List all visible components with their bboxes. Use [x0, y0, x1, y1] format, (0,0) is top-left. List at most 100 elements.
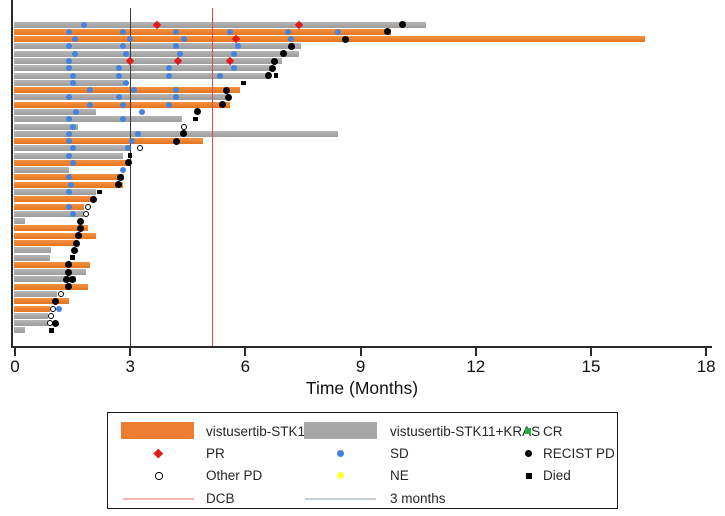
legend-label-stk11-kras: vistusertib-STK11+KRAS	[390, 424, 541, 439]
sd-marker-icon	[337, 450, 344, 457]
sd-marker	[165, 101, 172, 108]
sd-marker	[73, 108, 80, 115]
recist-pd-marker	[218, 101, 226, 109]
died-marker	[97, 189, 102, 195]
x-tick-label: 6	[240, 357, 251, 376]
recist-pd-marker	[65, 283, 73, 291]
three-months-line-icon	[305, 498, 376, 500]
sd-marker	[65, 116, 72, 123]
swimmer-bar	[14, 290, 58, 297]
sd-marker	[123, 50, 130, 57]
dcb-line-icon	[123, 498, 194, 500]
legend-label-died: Died	[543, 468, 571, 483]
x-tick-label: 18	[696, 357, 716, 376]
x-tick-label: 9	[355, 357, 366, 376]
swimmer-bar	[14, 138, 204, 145]
other-pd-marker	[58, 290, 65, 297]
legend-swatch-stk11	[121, 422, 194, 439]
legend-label-3months: 3 months	[390, 491, 446, 506]
sd-marker	[69, 210, 76, 217]
died-marker	[193, 116, 198, 122]
recist-pd-marker	[222, 86, 230, 94]
sd-marker	[65, 130, 72, 137]
swimmer-bar	[14, 50, 300, 57]
recist-pd-marker	[71, 246, 79, 254]
swimmer-bar	[14, 210, 85, 217]
sd-marker	[138, 108, 145, 115]
sd-marker	[69, 145, 76, 152]
x-tick	[705, 348, 708, 356]
x-tick	[129, 348, 132, 356]
sd-marker	[81, 21, 88, 28]
died-marker	[49, 328, 54, 333]
sd-marker	[180, 36, 187, 43]
dcb-refline	[211, 8, 213, 346]
sd-marker	[69, 123, 76, 130]
swimmer-bar	[14, 225, 88, 232]
sd-marker	[115, 65, 122, 72]
legend-swatch-stk11-kras	[304, 422, 377, 439]
legend-label-ne: NE	[390, 468, 409, 483]
legend-label-sd: SD	[390, 446, 409, 461]
swimmer-bar	[14, 167, 69, 174]
sd-marker	[119, 43, 126, 50]
recist-pd-marker	[399, 21, 407, 29]
legend-label-pr: PR	[206, 446, 225, 461]
died-marker	[273, 73, 279, 78]
swimmer-bar	[14, 261, 90, 268]
swimmer-bar	[14, 312, 48, 319]
legend-box: vistusertib-STK11 vistusertib-STK11+KRAS…	[107, 412, 618, 509]
sd-marker	[65, 174, 72, 181]
sd-marker	[173, 43, 180, 50]
recist-pd-marker	[264, 72, 272, 80]
swimmer-bar	[14, 58, 282, 64]
recist-pd-marker	[74, 232, 82, 240]
recist-pd-marker	[65, 261, 73, 269]
sd-marker	[86, 87, 93, 94]
swimmer-bar	[14, 232, 96, 239]
sd-marker	[173, 94, 180, 101]
legend-label-cr: CR	[543, 424, 563, 439]
recist-pd-marker	[51, 319, 59, 327]
sd-marker	[234, 43, 241, 50]
x-tick-label: 0	[10, 357, 20, 376]
recist-pd-marker	[172, 137, 180, 145]
other-pd-marker	[50, 305, 57, 312]
swimmer-bar	[14, 247, 52, 254]
swimmer-bar	[14, 203, 85, 210]
died-marker	[70, 255, 75, 260]
swimmer-bar	[14, 79, 125, 86]
recist-pd-marker	[117, 173, 125, 181]
swimmer-bar	[14, 28, 392, 35]
x-tick	[359, 348, 362, 356]
plot-area	[11, 0, 712, 348]
other-pd-marker	[83, 210, 90, 217]
swimmer-bar	[14, 276, 77, 283]
sd-marker	[65, 138, 72, 145]
sd-marker	[173, 87, 180, 94]
legend-label-other-pd: Other PD	[206, 468, 263, 483]
sd-marker	[134, 130, 141, 137]
sd-marker	[230, 50, 237, 57]
other-pd-marker	[136, 145, 143, 152]
x-axis-title: Time (Months)	[305, 378, 419, 398]
recist-pd-marker	[287, 42, 295, 50]
recist-pd-marker	[180, 130, 188, 138]
legend-label-dcb: DCB	[206, 491, 235, 506]
recist-pd-marker	[51, 297, 59, 305]
swimmer-bar	[14, 87, 240, 94]
sd-marker	[65, 65, 72, 72]
sd-marker	[65, 94, 72, 101]
swimmer-bar	[14, 283, 88, 290]
swimmer-bar	[14, 108, 96, 115]
recist-pd-marker	[124, 159, 132, 167]
x-tick-label: 3	[125, 357, 135, 376]
y-axis-line	[11, 0, 13, 347]
recist-pd-marker-icon	[525, 450, 532, 457]
x-tick	[590, 348, 592, 356]
sd-marker	[65, 58, 72, 64]
swimmer-bar	[14, 254, 50, 261]
x-tick	[244, 348, 247, 356]
sd-marker	[217, 72, 224, 79]
